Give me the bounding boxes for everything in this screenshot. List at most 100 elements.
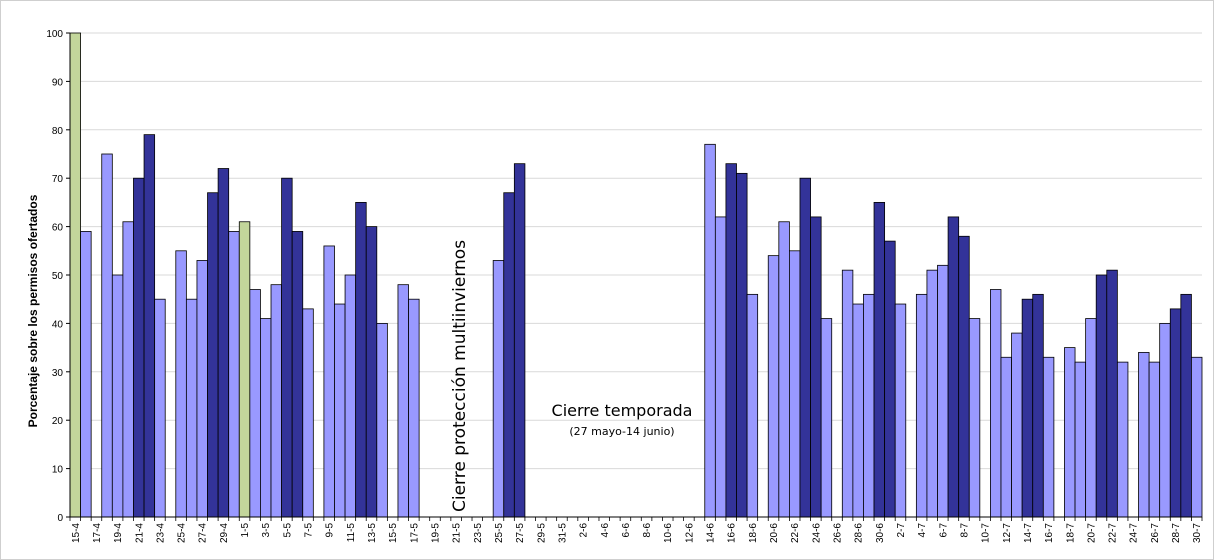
x-tick-label: 27-5 — [515, 523, 526, 543]
bar — [513, 163, 526, 518]
bar — [1011, 332, 1023, 518]
x-tick-label: 10-7 — [981, 523, 992, 543]
bar — [207, 192, 219, 518]
x-tick-label: 15-5 — [388, 523, 399, 543]
bar — [101, 153, 113, 518]
bar — [122, 221, 134, 518]
x-tick-label: 19-4 — [113, 523, 124, 543]
bar — [175, 250, 187, 518]
x-tick-label: 10-6 — [663, 523, 674, 543]
bar — [1191, 356, 1203, 518]
bars — [69, 32, 1203, 518]
bar — [217, 168, 230, 518]
x-tick-label: 30-7 — [1192, 523, 1203, 543]
x-tick-label: 11-5 — [346, 523, 357, 543]
bar — [238, 221, 251, 518]
bar — [968, 318, 981, 518]
y-tick-label: 20 — [52, 416, 64, 427]
bar — [1085, 318, 1097, 518]
x-tick-label: 16-6 — [727, 523, 738, 543]
bar — [725, 163, 737, 518]
bar — [1095, 274, 1108, 518]
y-tick-label: 90 — [52, 77, 64, 88]
x-tick-label: 17-4 — [92, 523, 103, 543]
x-tick-label: 22-6 — [790, 523, 801, 543]
bar — [1032, 293, 1044, 518]
bar — [1180, 293, 1192, 518]
bar — [863, 293, 875, 518]
bar — [746, 293, 759, 518]
x-tick-label: 24-7 — [1129, 523, 1140, 543]
x-tick-label: 14-6 — [706, 523, 717, 543]
bar — [133, 177, 145, 518]
bar — [69, 32, 81, 518]
bar — [810, 216, 822, 518]
axes — [66, 32, 1203, 521]
x-tick-label: 6-7 — [938, 523, 949, 538]
x-tick-label: 13-5 — [367, 523, 378, 543]
x-tick-label: 2-6 — [579, 523, 590, 538]
bar — [778, 221, 790, 518]
x-tick-label: 6-6 — [621, 523, 632, 538]
x-tick-label: 17-5 — [409, 523, 420, 543]
y-tick-label: 60 — [52, 223, 64, 234]
x-tick-label: 3-5 — [261, 523, 272, 538]
bar — [852, 303, 864, 518]
bar — [714, 216, 727, 518]
y-tick-labels: 0 10 20 30 40 50 60 70 80 90 100 — [46, 29, 63, 524]
bar — [154, 298, 166, 518]
bar — [894, 303, 907, 518]
bar — [1106, 269, 1118, 518]
bar — [1000, 356, 1012, 518]
season-closure-annotation: Cierre temporada — [552, 401, 693, 420]
bar — [704, 143, 716, 518]
y-tick-label: 40 — [52, 319, 64, 330]
bar — [958, 235, 970, 518]
y-tick-label: 30 — [52, 368, 64, 379]
x-tick-label: 24-6 — [811, 523, 822, 543]
bar — [1021, 298, 1034, 518]
x-tick-label: 26-7 — [1150, 523, 1161, 543]
bar — [344, 274, 357, 518]
x-tick-label: 25-4 — [177, 523, 188, 543]
x-tick-label: 28-7 — [1171, 523, 1182, 543]
bar — [260, 318, 272, 518]
x-tick-label: 26-6 — [833, 523, 844, 543]
bar — [736, 172, 748, 518]
y-tick-label: 70 — [52, 174, 64, 185]
x-tick-label: 5-5 — [282, 523, 293, 538]
bar — [1159, 322, 1171, 518]
bar — [323, 245, 335, 518]
bar — [1169, 308, 1182, 518]
bar — [503, 192, 515, 518]
x-tick-label: 15-4 — [71, 523, 82, 543]
x-tick-label: 18-6 — [748, 523, 759, 543]
bar — [196, 260, 208, 518]
bar — [408, 298, 420, 518]
x-tick-label: 30-6 — [875, 523, 886, 543]
x-tick-label: 21-4 — [134, 523, 145, 543]
x-tick-label: 20-6 — [769, 523, 780, 543]
x-tick-label: 29-5 — [536, 523, 547, 543]
bar — [884, 240, 896, 518]
x-tick-label: 12-6 — [684, 523, 695, 543]
season-closure-dates-annotation: (27 mayo-14 junio) — [569, 425, 674, 438]
x-tick-label: 7-5 — [304, 523, 315, 538]
x-tick-labels: 15-4 17-4 19-4 21-4 23-4 25-4 27-4 29-4 1-5 3-5 5-… — [71, 523, 1203, 543]
bar — [873, 201, 886, 518]
x-tick-label: 27-4 — [198, 523, 209, 543]
x-tick-label: 28-6 — [854, 523, 865, 543]
x-tick-label: 18-7 — [1065, 523, 1076, 543]
bar — [1042, 356, 1055, 518]
x-tick-label: 8-7 — [959, 523, 970, 538]
bar — [185, 298, 198, 518]
bar — [789, 250, 801, 518]
bar — [937, 264, 949, 518]
y-axis-label: Porcentaje sobre los permisos ofertados — [26, 194, 40, 427]
bar — [249, 289, 261, 518]
x-tick-label: 31-5 — [557, 523, 568, 543]
y-tick-label: 0 — [57, 513, 63, 524]
bar — [291, 231, 304, 518]
bar — [1138, 352, 1150, 518]
